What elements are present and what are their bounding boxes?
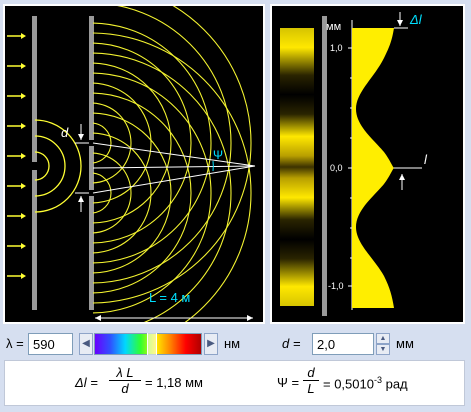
wavelength-slider-thumb[interactable] <box>147 333 157 355</box>
tick-label-bottom: -1,0 <box>328 281 344 291</box>
distance-dimension <box>95 315 253 321</box>
slit-spacing-marker <box>75 124 89 212</box>
fringe-width-denominator: d <box>109 380 141 396</box>
arrow-icon <box>7 123 26 129</box>
wavelength-input[interactable] <box>28 333 73 355</box>
arrow-icon <box>7 273 26 279</box>
fringe-width-numerator: λ L <box>116 365 134 380</box>
first-screen-top <box>32 16 37 162</box>
interference-pattern-panel: мм 1,0 0,0 -1,0 Δl l <box>270 4 465 324</box>
slit-distance-down-button[interactable]: ▼ <box>376 344 390 355</box>
single-slit-wavefronts <box>35 119 82 213</box>
arrow-icon <box>7 243 26 249</box>
slit-distance-label: d = <box>282 336 301 351</box>
slit-distance-up-button[interactable]: ▲ <box>376 333 390 344</box>
wavelength-label: λ = <box>6 336 24 351</box>
wave-diagram-svg: d Ψ L = 4 м <box>7 6 256 322</box>
formula-panel: Δl = λ L d = 1,18 мм Ψ = d L = 0,5010-3 … <box>4 360 465 406</box>
intensity-curve <box>352 28 394 308</box>
distance-label: L = 4 м <box>149 290 190 305</box>
tick-label-mid: 0,0 <box>330 163 343 173</box>
arrow-icon <box>7 33 26 39</box>
angle-label: Ψ <box>213 148 223 162</box>
angle-result-unit: рад <box>381 376 408 392</box>
arrow-icon <box>7 93 26 99</box>
wavelength-increase-button[interactable]: ▶ <box>204 333 218 355</box>
slit-distance-input[interactable] <box>312 333 374 355</box>
first-screen-bottom <box>32 170 37 310</box>
wavelength-spectrum-slider[interactable] <box>94 333 202 355</box>
second-screen-bottom <box>89 196 94 310</box>
angle-result-value: = 0,5010 <box>323 376 374 392</box>
arrow-icon <box>7 153 26 159</box>
wavelength-unit: нм <box>224 336 241 351</box>
second-screen-middle <box>89 146 94 190</box>
second-screen-top <box>89 16 94 140</box>
position-label: l <box>424 152 428 167</box>
slit-spacing-label: d <box>61 125 69 140</box>
position-marker <box>399 174 405 190</box>
slit-distance-unit: мм <box>396 336 414 351</box>
arrow-icon <box>7 183 26 189</box>
angle-result-exponent: -3 <box>373 375 382 385</box>
angle-result: = 0,5010-3 рад <box>323 375 408 391</box>
fringe-width-fraction: λ L d <box>109 365 141 396</box>
angle-formula-lhs: Ψ = <box>277 375 300 390</box>
tick-label-top: 1,0 <box>330 43 343 53</box>
axis-unit-label: мм <box>326 21 341 33</box>
fringe-width-formula-lhs: Δl = <box>75 375 98 390</box>
wavelength-decrease-button[interactable]: ◀ <box>79 333 93 355</box>
fringe-width-label: Δl <box>409 12 423 27</box>
angle-numerator: d <box>307 365 315 380</box>
fringe-width-marker <box>394 12 408 29</box>
double-slit-wavefronts <box>93 6 252 322</box>
wave-diagram-panel: d Ψ L = 4 м <box>3 4 265 324</box>
arrow-icon <box>7 63 26 69</box>
arrow-icon <box>7 213 26 219</box>
interference-pattern-svg: мм 1,0 0,0 -1,0 Δl l <box>280 12 428 316</box>
fringe-width-result: = 1,18 мм <box>145 375 203 390</box>
fringe-strip <box>280 28 314 306</box>
converging-rays <box>92 142 256 194</box>
viewing-screen <box>322 16 327 316</box>
incoming-wave-arrows <box>7 33 26 279</box>
angle-denominator: L <box>303 380 319 396</box>
angle-fraction: d L <box>303 365 319 396</box>
